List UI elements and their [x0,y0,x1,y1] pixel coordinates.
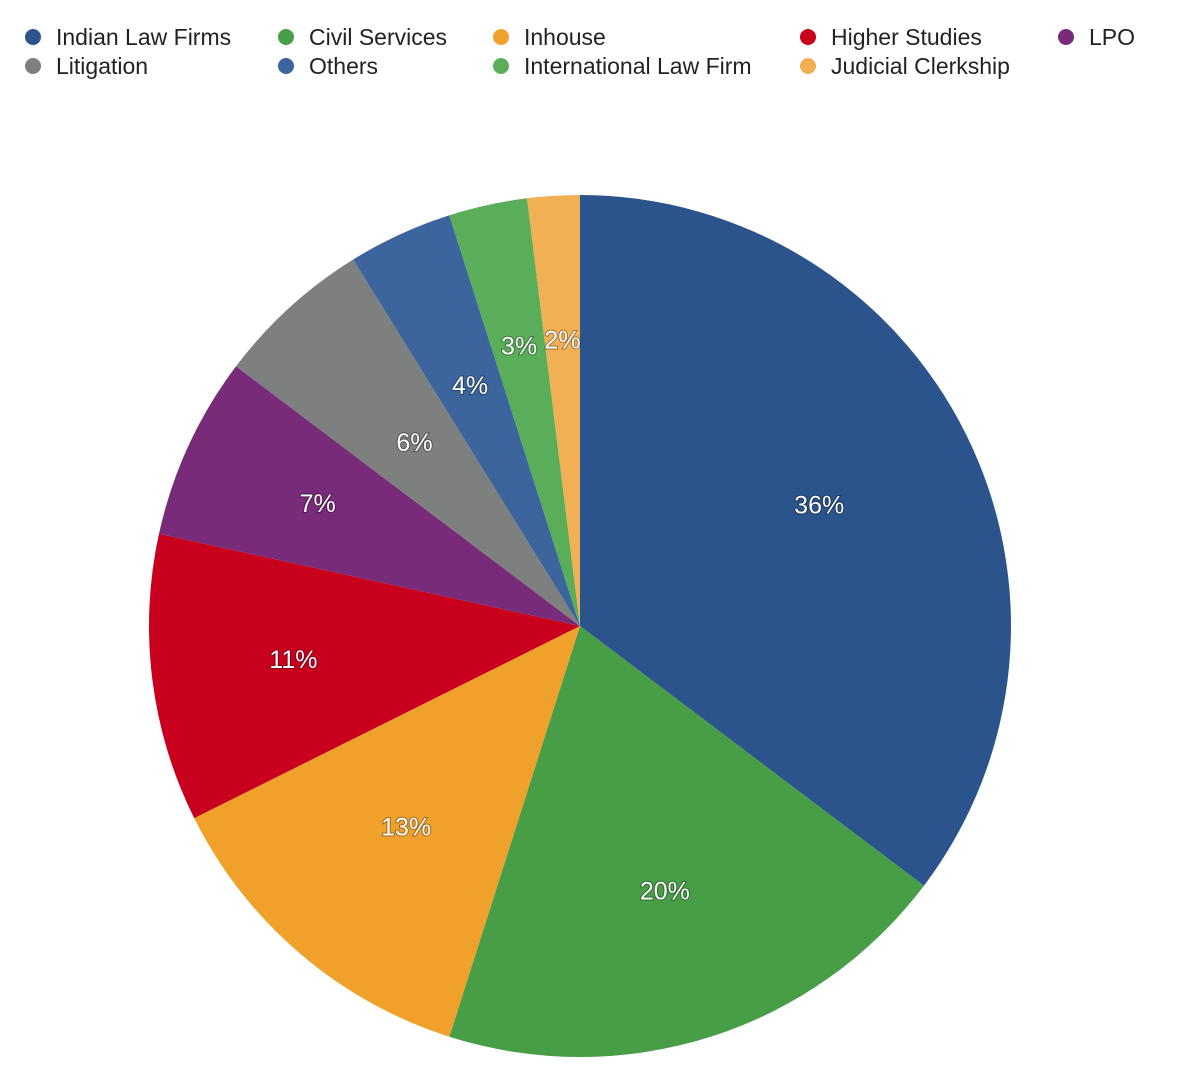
pie-slice-labels: 36% 20% 13% 11% 7% 6% 4% 3% 2% [268,326,845,907]
legend-swatch-international-law-firm [493,58,509,74]
pie-slices [148,195,1011,1057]
pie-slice-judicial-clerkship [527,195,580,626]
legend-label-lpo: LPO [1089,24,1135,50]
chart-legend: Indian Law Firms Civil Services Inhouse Hig… [25,24,1135,79]
legend-item-higher-studies: Higher Studies [800,24,982,50]
pie-slice-lpo [158,366,580,626]
slice-label-litigation: 6% [396,429,432,457]
slice-label-civil-services: 20% [640,878,690,906]
pie-slice-inhouse [194,626,580,1037]
legend-swatch-inhouse [493,29,509,45]
legend-item-judicial-clerkship: Judicial Clerkship [800,53,1010,79]
legend-swatch-others [278,58,294,74]
legend-item-inhouse: Inhouse [493,24,606,50]
slice-label-others: 4% [452,372,488,400]
legend-swatch-litigation [25,58,41,74]
pie-slice-others [353,215,580,627]
legend-swatch-civil-services [278,29,294,45]
slice-label-higher-studies: 11% [269,646,317,674]
pie-slice-civil-services [449,626,924,1057]
pie-slice-higher-studies [148,533,580,819]
legend-label-judicial-clerkship: Judicial Clerkship [831,53,1010,79]
slice-label-international-law-firm: 3% [501,333,537,361]
legend-swatch-higher-studies [800,29,816,45]
legend-label-litigation: Litigation [56,53,148,79]
legend-item-indian-law-firms: Indian Law Firms [25,24,231,50]
legend-item-international-law-firm: International Law Firm [493,53,752,79]
legend-label-higher-studies: Higher Studies [831,24,982,50]
slice-label-inhouse: 13% [381,814,431,842]
legend-swatch-judicial-clerkship [800,58,816,74]
legend-swatch-indian-law-firms [25,29,41,45]
slice-label-lpo: 7% [300,490,336,518]
legend-label-civil-services: Civil Services [309,24,447,50]
legend-label-international-law-firm: International Law Firm [524,53,752,79]
legend-label-inhouse: Inhouse [524,24,606,50]
legend-label-indian-law-firms: Indian Law Firms [56,24,231,50]
legend-swatch-lpo [1058,29,1074,45]
slice-label-judicial-clerkship: 2% [544,327,580,355]
slice-label-indian-law-firms: 36% [794,492,844,520]
pie-slice-litigation [236,259,581,626]
legend-item-litigation: Litigation [25,53,148,79]
pie-slice-indian-law-firms [580,195,1011,886]
legend-item-others: Others [278,53,378,79]
legend-item-lpo: LPO [1058,24,1135,50]
legend-label-others: Others [309,53,378,79]
legend-item-civil-services: Civil Services [278,24,447,50]
pie-slice-international-law-firm [449,198,580,626]
